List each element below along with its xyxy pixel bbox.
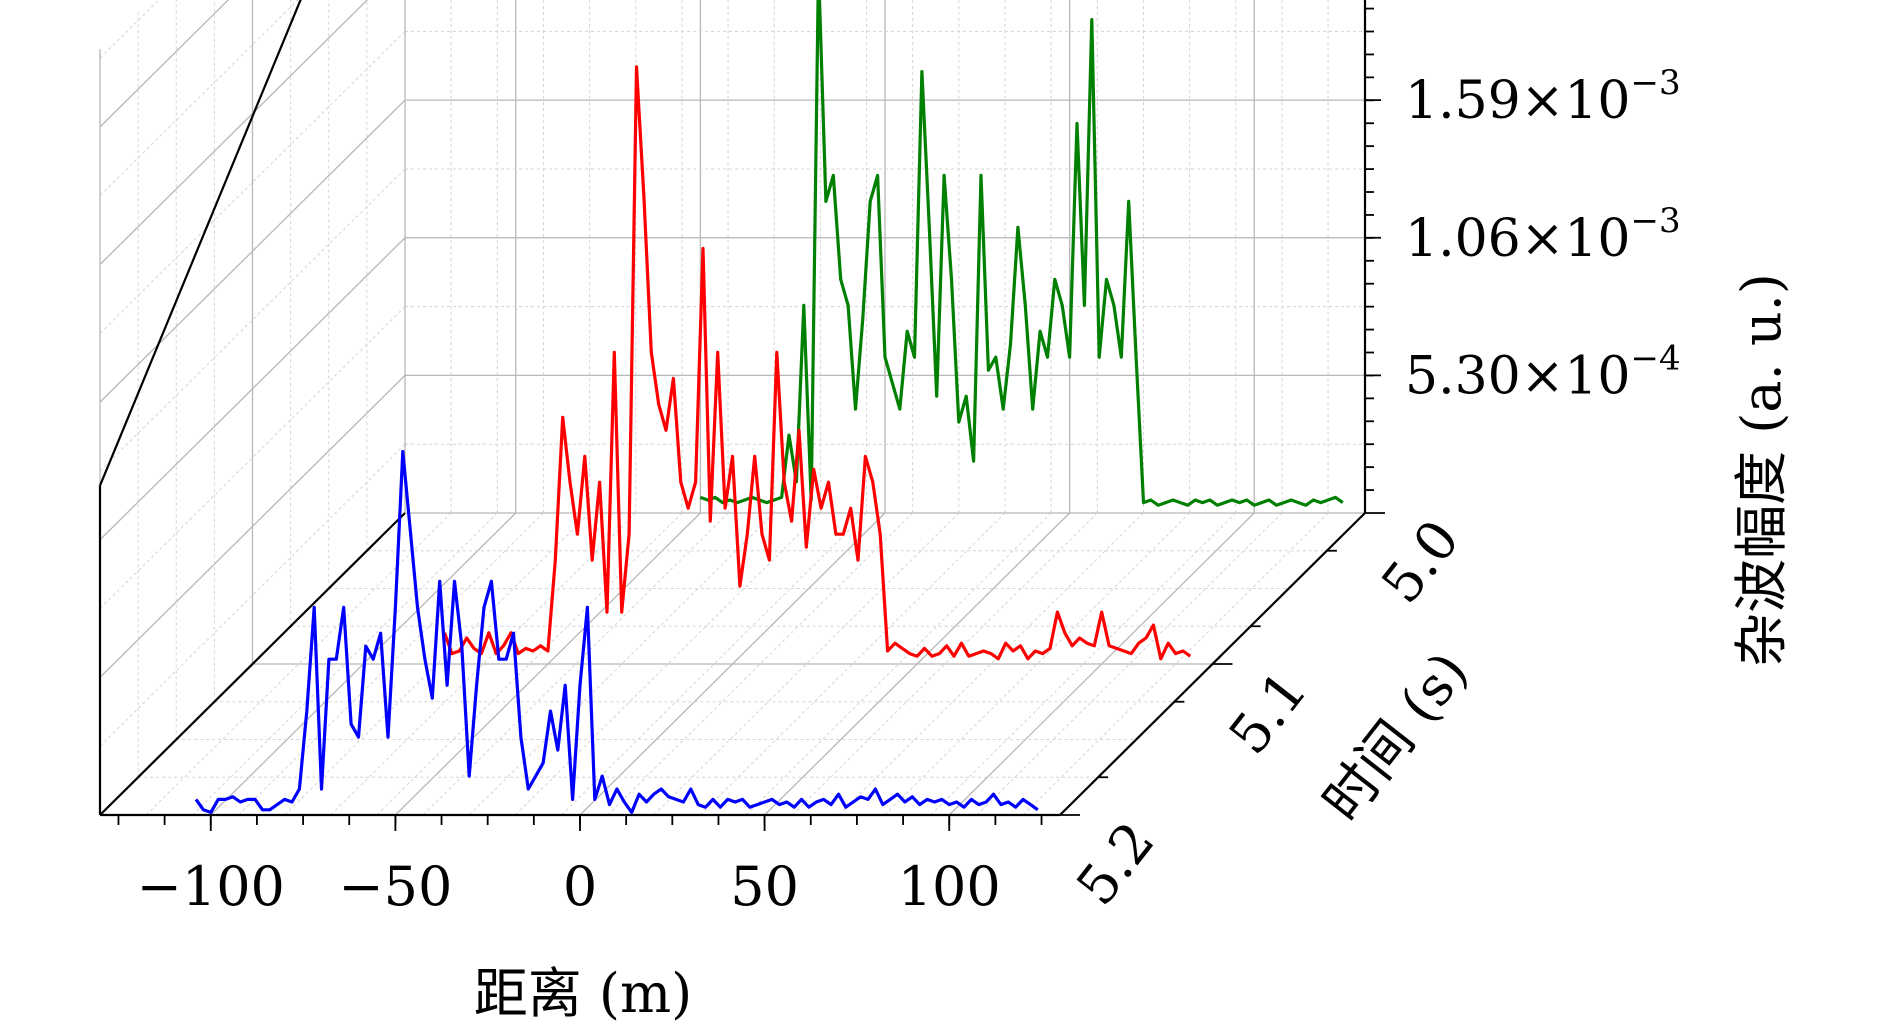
series-line-5-0 xyxy=(699,0,1344,507)
floor-left-edge xyxy=(99,512,406,816)
y-tick-label: 5.1 xyxy=(1217,659,1320,765)
x-tick-label: −100 xyxy=(137,855,285,918)
y-tick-label: 5.2 xyxy=(1064,810,1167,916)
z-tick-label: 1.59×10−3 xyxy=(1405,63,1681,131)
series-layer xyxy=(194,0,1344,814)
series-line-5-1 xyxy=(442,65,1192,661)
x-tick-label: 100 xyxy=(898,855,1001,918)
x-tick-label: −50 xyxy=(338,855,452,918)
series-line-5-2 xyxy=(194,449,1039,814)
tick-layer: −100 −50 0 50 100 5.0 5.1 5.2 5.30×10−4 1.06×10−3… xyxy=(117,7,1681,918)
y-tick-label: 5.0 xyxy=(1369,508,1472,614)
x-tick-label: 0 xyxy=(563,855,597,918)
x-tick-label: 50 xyxy=(730,855,799,918)
grid-layer xyxy=(99,0,1365,816)
z-axis-title: 杂波幅度 (a. u.) xyxy=(1730,273,1793,667)
x-axis-title: 距离 (m) xyxy=(474,962,693,1025)
z-tick-label: 5.30×10−4 xyxy=(1405,338,1681,406)
frame-layer xyxy=(98,0,1367,817)
side-top-edge xyxy=(98,0,302,487)
side-wall-grid xyxy=(99,0,230,128)
z-tick-label: 1.06×10−3 xyxy=(1405,201,1681,269)
y-axis-title: 时间 (s) xyxy=(1311,640,1481,832)
